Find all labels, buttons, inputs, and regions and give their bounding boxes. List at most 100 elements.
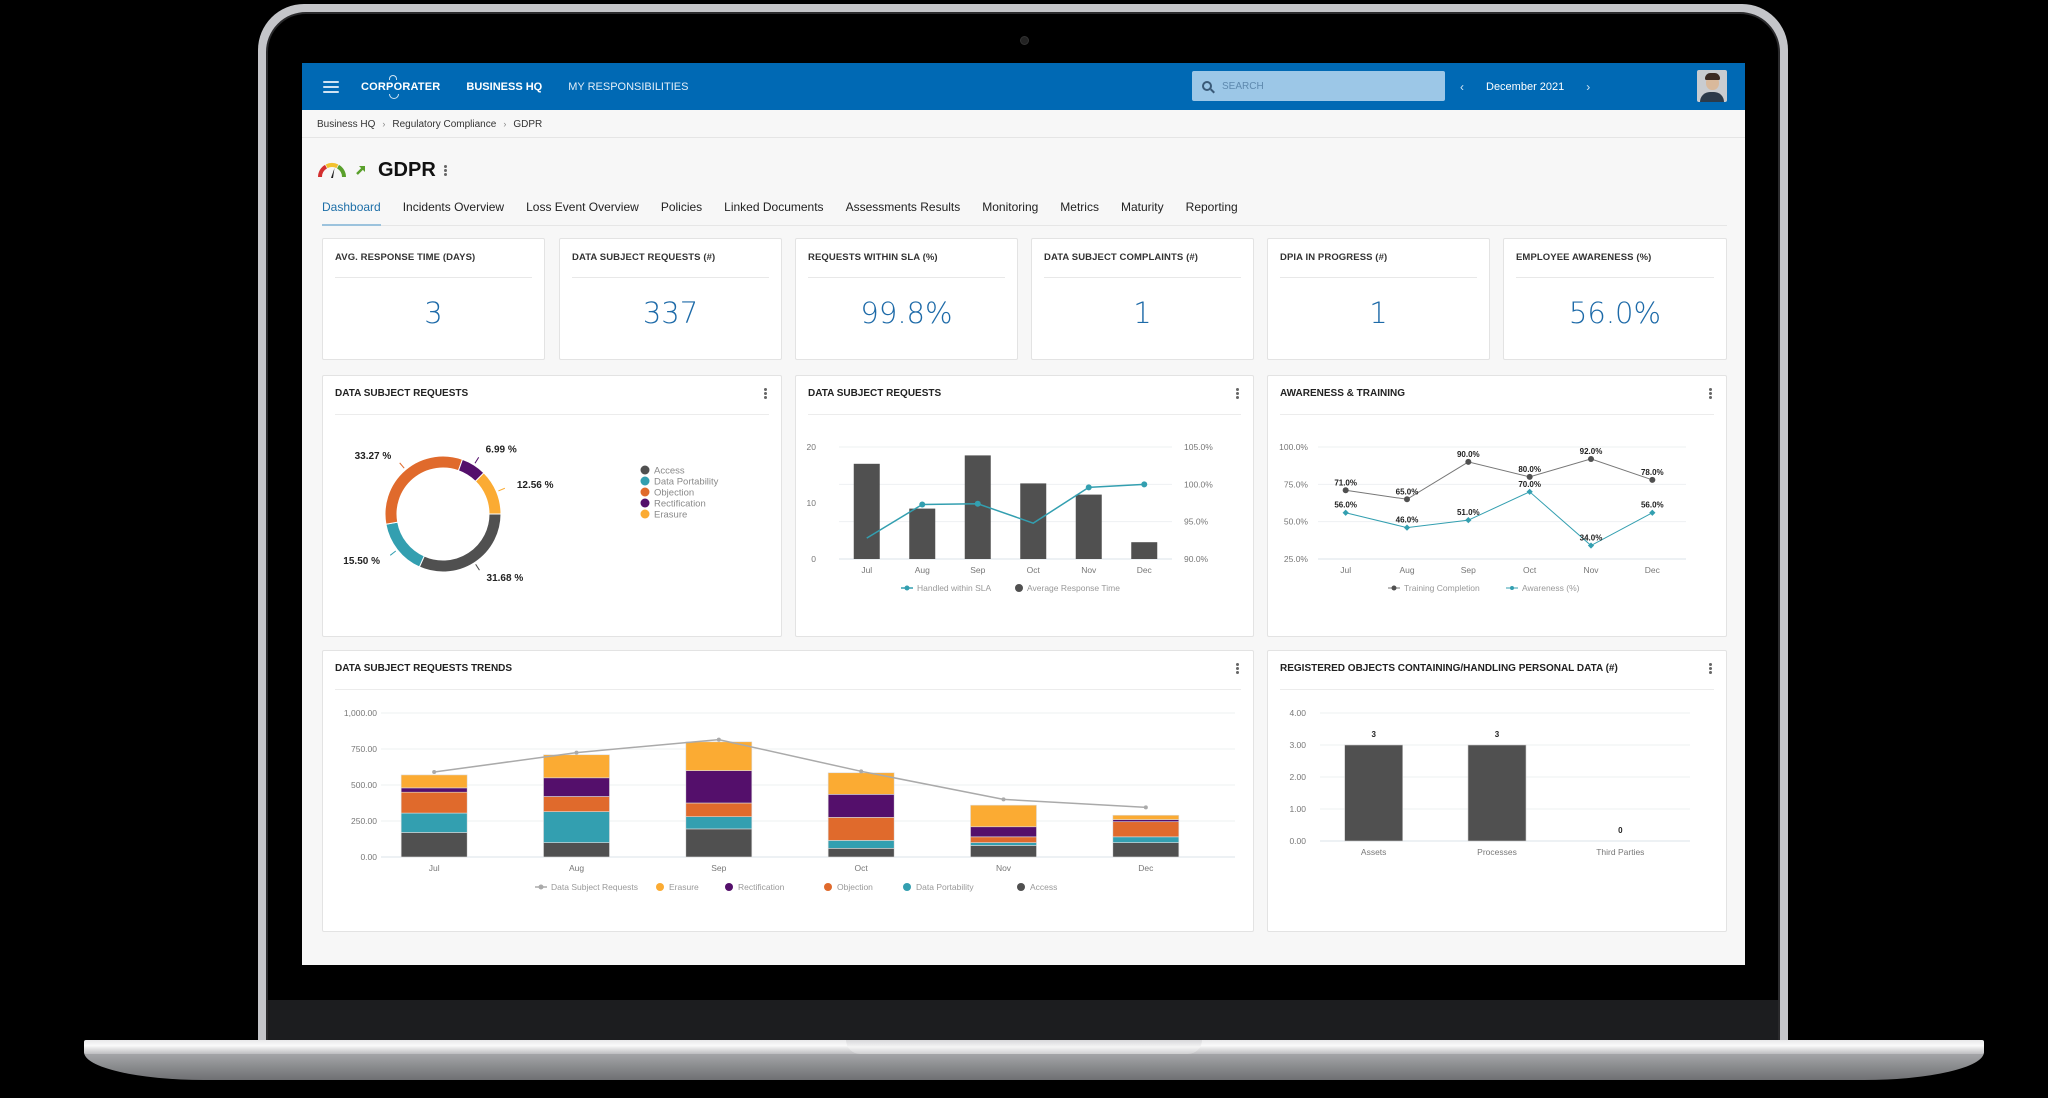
kpi-card-avg-response-time[interactable]: AVG. RESPONSE TIME (DAYS) 3 — [322, 238, 545, 360]
kpi-value: 1 — [1369, 296, 1388, 330]
svg-text:0: 0 — [811, 554, 816, 564]
kpi-card-employee-awareness[interactable]: EMPLOYEE AWARENESS (%) 56.0% — [1503, 238, 1727, 360]
svg-text:90.0%: 90.0% — [1457, 450, 1480, 459]
chevron-right-icon[interactable]: › — [1586, 79, 1591, 94]
top-navbar: CORPORATER BUSINESS HQ MY RESPONSIBILITI… — [302, 63, 1745, 110]
chart-title: DATA SUBJECT REQUESTS TRENDS — [335, 663, 513, 674]
svg-text:Erasure: Erasure — [654, 510, 687, 521]
tab-reporting[interactable]: Reporting — [1185, 200, 1238, 214]
svg-text:Aug: Aug — [569, 863, 584, 873]
bar-line-combo-chart: 0 10 20 90.0% 95.0% 100.0% 105.0% Jul Aug Sep Oct N… — [807, 442, 1214, 593]
kpi-title: AVG. RESPONSE TIME (DAYS) — [335, 252, 476, 263]
kpi-value: 99.8% — [860, 296, 953, 330]
tab-incidents-overview[interactable]: Incidents Overview — [402, 200, 505, 214]
trend-up-arrow-icon — [356, 166, 365, 175]
breadcrumb-separator-icon: › — [382, 119, 386, 129]
chart-title: AWARENESS & TRAINING — [1280, 388, 1406, 399]
laptop-base-bottom — [84, 1052, 1984, 1080]
chart-title: DATA SUBJECT REQUESTS — [335, 388, 469, 399]
divider — [572, 277, 769, 278]
svg-text:0: 0 — [1618, 826, 1623, 835]
svg-text:Data Portability: Data Portability — [916, 882, 974, 892]
corporater-logo[interactable]: CORPORATER — [361, 74, 441, 99]
svg-text:20: 20 — [807, 442, 817, 452]
svg-text:Rectification: Rectification — [738, 882, 785, 892]
svg-text:Objection: Objection — [654, 488, 694, 499]
app-screen: CORPORATER BUSINESS HQ MY RESPONSIBILITI… — [302, 63, 1745, 965]
kpi-card-dpia-in-progress[interactable]: DPIA IN PROGRESS (#) 1 — [1267, 238, 1490, 360]
page-title: GDPR — [378, 158, 436, 181]
tab-linked-documents[interactable]: Linked Documents — [724, 200, 824, 214]
svg-text:Dec: Dec — [1137, 565, 1153, 575]
svg-text:3.00: 3.00 — [1289, 740, 1306, 750]
tab-monitoring[interactable]: Monitoring — [982, 200, 1039, 214]
tab-metrics[interactable]: Metrics — [1060, 200, 1099, 214]
tab-assessments-results[interactable]: Assessments Results — [845, 200, 961, 214]
svg-text:Nov: Nov — [996, 863, 1012, 873]
chart-card-awareness-training: AWARENESS & TRAINING 25.0% 50.0% 75.0% 100.… — [1267, 375, 1727, 637]
svg-text:Processes: Processes — [1477, 847, 1517, 857]
nav-link-business-hq[interactable]: BUSINESS HQ — [466, 80, 543, 93]
svg-text:Oct: Oct — [1523, 565, 1537, 575]
breadcrumb-business-hq[interactable]: Business HQ — [317, 118, 376, 130]
svg-text:100.0%: 100.0% — [1279, 442, 1308, 452]
chart-card-dsr-trends: DATA SUBJECT REQUESTS TRENDS 0.00 250.00 5… — [322, 650, 1254, 932]
divider — [1280, 414, 1714, 415]
donut-chart: 31.68 % 15.50 % 33.27 % 6.99 % 12.56 % Acces… — [343, 445, 718, 584]
svg-text:Training Completion: Training Completion — [1404, 583, 1480, 593]
svg-text:25.0%: 25.0% — [1284, 554, 1309, 564]
tab-bar: Dashboard Incidents Overview Loss Event … — [322, 198, 1727, 226]
search-icon — [1202, 81, 1212, 91]
tab-dashboard[interactable]: Dashboard — [322, 198, 381, 226]
svg-text:Oct: Oct — [855, 863, 869, 873]
nav-link-my-responsibilities[interactable]: MY RESPONSIBILITIES — [568, 80, 689, 93]
breadcrumb-separator-icon: › — [503, 119, 507, 129]
tab-maturity[interactable]: Maturity — [1120, 200, 1164, 214]
svg-text:3: 3 — [1495, 730, 1500, 739]
tab-policies[interactable]: Policies — [660, 200, 703, 214]
svg-text:500.00: 500.00 — [351, 780, 377, 790]
chart-more-options-icon[interactable] — [1709, 388, 1712, 399]
search-input[interactable] — [1222, 80, 1422, 92]
svg-text:10: 10 — [807, 498, 817, 508]
chart-more-options-icon[interactable] — [1709, 663, 1712, 674]
chart-more-options-icon[interactable] — [1236, 663, 1239, 674]
svg-text:95.0%: 95.0% — [1184, 517, 1209, 527]
kpi-value: 337 — [642, 296, 699, 330]
bar-chart: 0.00 1.00 2.00 3.00 4.00 3 Assets 3 Processes 0 Th… — [1289, 708, 1690, 857]
svg-text:Average Response Time: Average Response Time — [1027, 583, 1120, 593]
kpi-card-data-subject-complaints[interactable]: DATA SUBJECT COMPLAINTS (#) 1 — [1031, 238, 1254, 360]
svg-text:56.0%: 56.0% — [1334, 501, 1357, 510]
breadcrumb-regulatory-compliance[interactable]: Regulatory Compliance — [392, 118, 497, 130]
svg-text:46.0%: 46.0% — [1396, 516, 1419, 525]
laptop-hinge-notch — [846, 1040, 1202, 1054]
svg-text:0.00: 0.00 — [1289, 836, 1306, 846]
chart-more-options-icon[interactable] — [1236, 388, 1239, 399]
search-box[interactable] — [1192, 71, 1445, 101]
svg-text:12.56 %: 12.56 % — [517, 480, 554, 491]
chart-title: REGISTERED OBJECTS CONTAINING/HANDLING P… — [1280, 663, 1618, 674]
svg-text:51.0%: 51.0% — [1457, 508, 1480, 517]
svg-text:Awareness (%): Awareness (%) — [1522, 583, 1580, 593]
svg-text:80.0%: 80.0% — [1518, 465, 1541, 474]
chart-more-options-icon[interactable] — [764, 388, 767, 399]
page-more-options-icon[interactable] — [443, 164, 447, 176]
svg-text:Aug: Aug — [1399, 565, 1414, 575]
chevron-left-icon[interactable]: ‹ — [1460, 79, 1464, 94]
kpi-card-requests-within-sla[interactable]: REQUESTS WITHIN SLA (%) 99.8% — [795, 238, 1018, 360]
svg-text:Access: Access — [1030, 882, 1057, 892]
svg-text:Sep: Sep — [1461, 565, 1476, 575]
user-avatar[interactable] — [1697, 70, 1727, 102]
kpi-title: EMPLOYEE AWARENESS (%) — [1516, 252, 1652, 263]
svg-text:31.68 %: 31.68 % — [487, 573, 524, 584]
chart-card-dsr-donut: DATA SUBJECT REQUESTS 31.68 % 15.50 % 33.2… — [322, 375, 782, 637]
kpi-value: 56.0% — [1568, 296, 1662, 330]
svg-text:1,000.00: 1,000.00 — [344, 708, 377, 718]
kpi-title: DPIA IN PROGRESS (#) — [1280, 252, 1388, 263]
kpi-card-data-subject-requests[interactable]: DATA SUBJECT REQUESTS (#) 337 — [559, 238, 782, 360]
period-label[interactable]: December 2021 — [1486, 80, 1565, 93]
svg-text:50.0%: 50.0% — [1284, 517, 1309, 527]
hamburger-menu-icon[interactable] — [323, 80, 339, 93]
divider — [808, 414, 1241, 415]
tab-loss-event-overview[interactable]: Loss Event Overview — [526, 200, 639, 214]
